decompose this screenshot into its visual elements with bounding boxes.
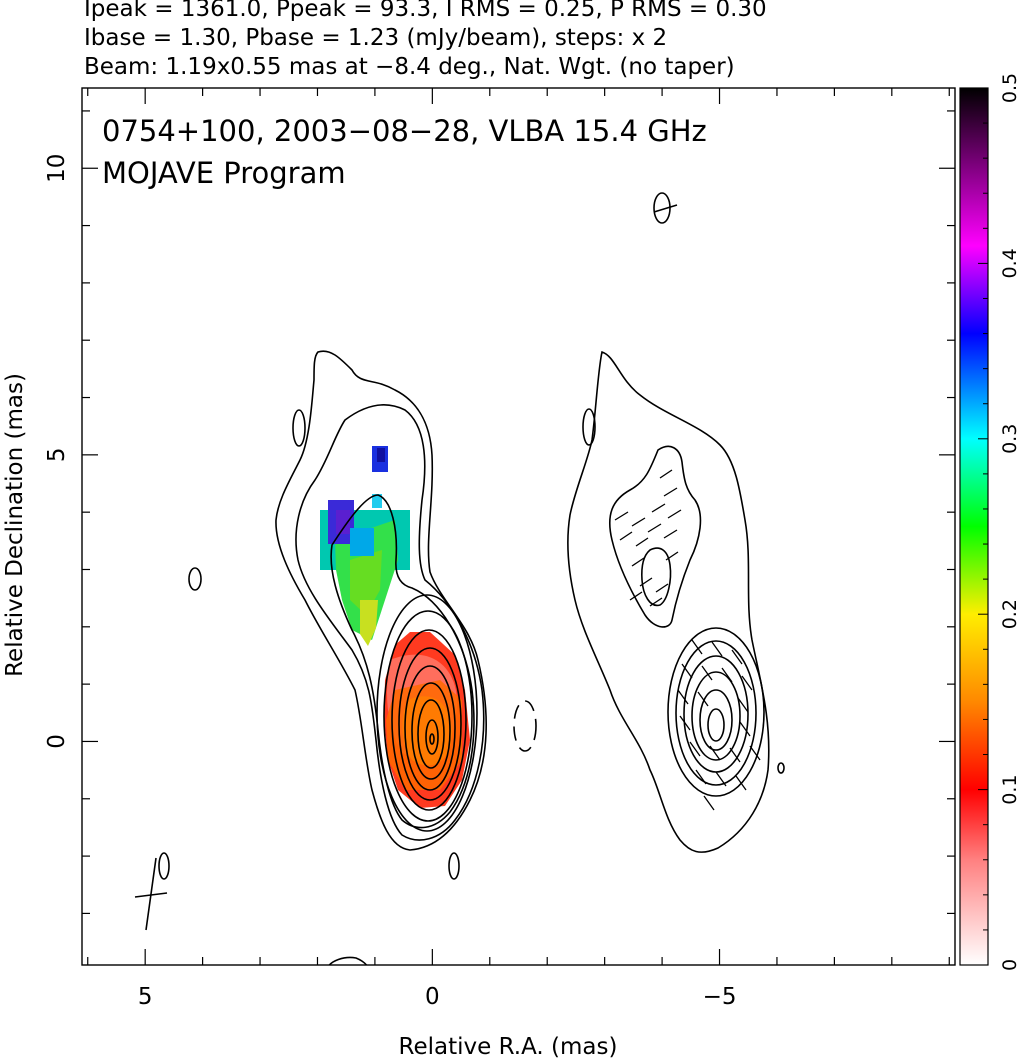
pol-core-5 xyxy=(699,689,733,751)
beam-marker xyxy=(134,857,168,931)
contour-9 xyxy=(411,682,451,780)
plot-subtitle: MOJAVE Program xyxy=(102,156,346,190)
x-tick-label: 5 xyxy=(138,984,153,1010)
contour-11 xyxy=(425,719,439,755)
x-axis-label: Relative R.A. (mas) xyxy=(399,1034,618,1060)
intensity-contours xyxy=(158,350,537,965)
noise-blob-2 xyxy=(188,567,202,591)
noise-blob-1 xyxy=(292,409,306,447)
x-tick-label: 0 xyxy=(425,984,440,1010)
x-tick-label: −5 xyxy=(703,984,737,1010)
noise-blob-4 xyxy=(448,852,460,880)
pol-noise-1 xyxy=(582,408,596,446)
y-axis-ticks: 0 5 10 xyxy=(44,110,955,915)
colorbar-tick-label: 0 xyxy=(999,959,1021,971)
plot-title: 0754+100, 2003−08−28, VLBA 15.4 GHz xyxy=(102,114,707,148)
pol-core-4 xyxy=(691,671,741,761)
contour-12 xyxy=(429,733,435,745)
colorbar-tick-label: 0.1 xyxy=(999,774,1021,804)
colorbar-tick-label: 0.3 xyxy=(999,424,1021,454)
negative-contour xyxy=(513,700,537,752)
contour-6 xyxy=(391,629,467,811)
header-line-1: Ipeak = 1361.0, Ppeak = 93.3, I RMS = 0.… xyxy=(84,0,767,22)
y-tick-label: 5 xyxy=(44,448,70,463)
contour-4 xyxy=(376,594,478,832)
contour-8 xyxy=(404,665,456,791)
pol-noise-2 xyxy=(653,192,671,224)
evpa-ticks xyxy=(614,469,761,811)
left-panel-image xyxy=(134,192,785,965)
pol-contour-outer xyxy=(567,350,770,853)
contour-5 xyxy=(383,610,473,822)
contour-3 xyxy=(330,494,475,829)
pol-contour-2 xyxy=(608,445,702,628)
polarized-intensity-contours xyxy=(567,192,785,853)
contour-7 xyxy=(398,647,462,801)
bottom-edge-contour xyxy=(328,956,368,965)
pol-core-1 xyxy=(667,627,765,797)
colorbar xyxy=(959,87,989,966)
pol-core-2 xyxy=(675,640,757,786)
contour-10 xyxy=(417,699,445,769)
y-axis-label: Relative Declination (mas) xyxy=(2,373,28,677)
header-line-2: Ibase = 1.30, Pbase = 1.23 (mJy/beam), s… xyxy=(84,25,667,51)
y-tick-label: 0 xyxy=(44,734,70,749)
plot-frame xyxy=(81,87,956,966)
contour-2 xyxy=(295,404,485,841)
header-line-3: Beam: 1.19x0.55 mas at −8.4 deg., Nat. W… xyxy=(84,54,735,80)
pol-noise-3 xyxy=(777,762,785,774)
contour-outer xyxy=(275,350,487,851)
colorbar-tick-label: 0.5 xyxy=(999,73,1021,103)
noise-blob-3 xyxy=(158,852,170,880)
pol-contour-3 xyxy=(641,547,672,607)
y-tick-label: 10 xyxy=(44,154,70,183)
colorbar-tick-label: 0.2 xyxy=(999,599,1021,629)
pol-noise-tick xyxy=(653,204,678,213)
colorbar-tick-label: 0.4 xyxy=(999,248,1021,278)
colorbar-ticks: 0 0.1 0.2 0.3 0.4 0.5 xyxy=(978,73,1021,971)
pol-core-6 xyxy=(707,708,725,742)
x-axis-ticks: 5 0 −5 xyxy=(87,88,950,1010)
